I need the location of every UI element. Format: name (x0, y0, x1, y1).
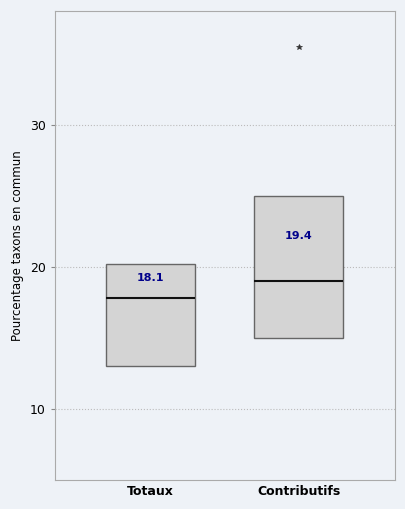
PathPatch shape (254, 196, 342, 338)
PathPatch shape (106, 264, 195, 366)
Text: 19.4: 19.4 (284, 231, 312, 241)
Text: 18.1: 18.1 (136, 273, 164, 283)
Y-axis label: Pourcentage taxons en commun: Pourcentage taxons en commun (11, 150, 24, 341)
